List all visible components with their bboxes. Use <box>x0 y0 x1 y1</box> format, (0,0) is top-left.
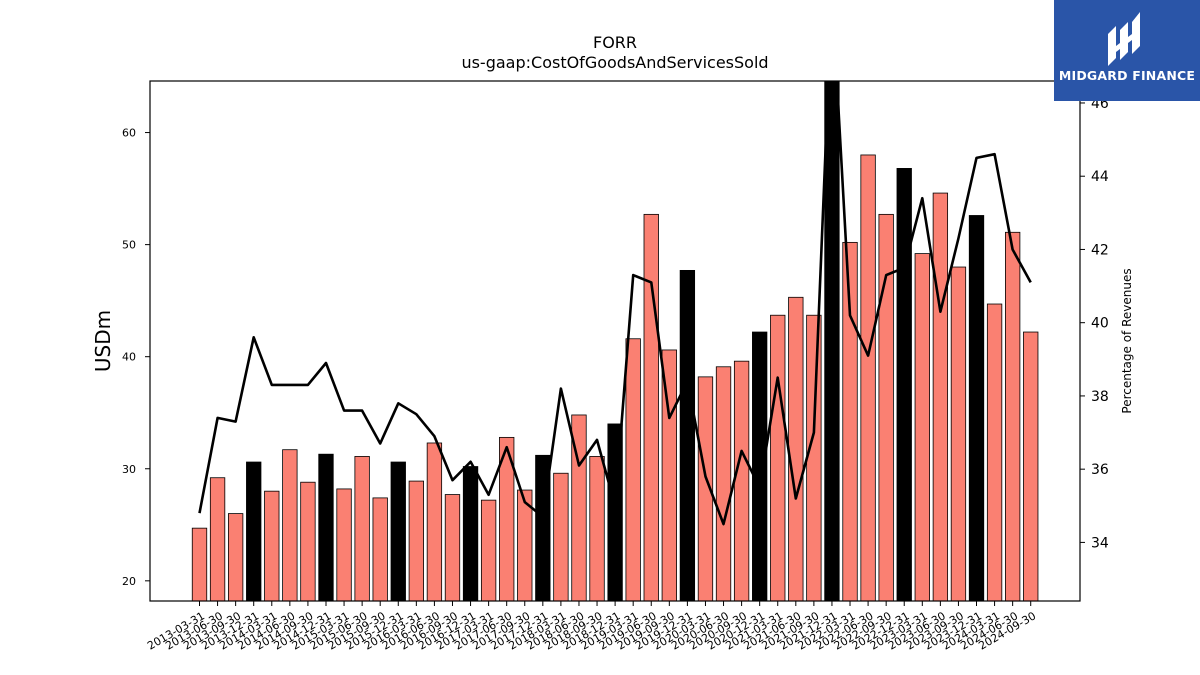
bar-2021-03-31 <box>770 314 786 601</box>
y-tick-label: 30 <box>122 463 136 476</box>
bar-2022-06-30 <box>860 154 876 601</box>
bar-2014-03-31 <box>264 490 280 601</box>
y-axis-label: USDm <box>91 310 115 372</box>
bar-2014-06-30 <box>282 449 298 601</box>
bar-2018-03-31 <box>553 472 569 601</box>
bar-2013-03-31 <box>191 527 208 601</box>
y2-tick-label: 36 <box>1091 462 1109 478</box>
bar-2013-06-30 <box>209 477 226 601</box>
percentage-line <box>198 81 1032 526</box>
chart-subtitle: us-gaap:CostOfGoodsAndServicesSold <box>461 53 768 72</box>
bar-2014-12-31 <box>318 453 334 601</box>
bar-2022-12-31 <box>896 168 912 601</box>
y2-tick-label: 44 <box>1091 169 1109 185</box>
bar-2016-06-30 <box>426 442 443 601</box>
bar-2024-03-31 <box>986 303 1003 601</box>
chart-title: FORR <box>593 33 637 52</box>
logo-text: MIDGARD FINANCE <box>1058 68 1196 83</box>
bar-2022-03-31 <box>842 241 858 601</box>
y-tick-label: 20 <box>122 575 136 588</box>
y-ticks: 20 30 40 50 60 <box>122 127 150 588</box>
bar-2017-09-30 <box>517 489 533 601</box>
y2-tick-label: 42 <box>1091 242 1109 258</box>
bar-2021-12-31 <box>824 81 840 601</box>
bar-2016-03-31 <box>408 480 424 601</box>
bar-2020-12-31 <box>752 331 768 601</box>
y2-tick-label: 38 <box>1091 389 1109 405</box>
bar-2019-06-30 <box>643 213 659 601</box>
bar-2019-12-31 <box>679 269 696 601</box>
bar-2015-09-30 <box>372 497 388 601</box>
bar-2024-09-30 <box>1023 331 1039 601</box>
bar-2023-09-30 <box>950 266 967 601</box>
y2-tick-label: 34 <box>1091 535 1109 551</box>
bar-2017-03-31 <box>480 499 497 601</box>
bar-2021-06-30 <box>788 296 804 601</box>
bar-2016-09-30 <box>444 494 461 601</box>
bar-2018-09-30 <box>589 456 605 601</box>
bar-2013-12-31 <box>246 461 262 601</box>
bar-2019-03-31 <box>625 338 641 601</box>
y2-tick-label: 40 <box>1091 316 1109 332</box>
y-tick-label: 60 <box>122 127 136 140</box>
bar-2014-09-30 <box>300 481 316 601</box>
bar-2020-09-30 <box>733 360 750 601</box>
bar-2024-06-30 <box>1005 231 1021 601</box>
bar-2015-12-31 <box>390 461 406 601</box>
bar-2015-06-30 <box>354 456 370 601</box>
bar-2013-09-30 <box>227 513 244 601</box>
midgard-logo-icon <box>1108 12 1140 66</box>
logo: MIDGARD FINANCE <box>1054 0 1200 101</box>
x-ticks: 2013-03-312013-06-302013-09-302013-12-31… <box>145 601 1038 653</box>
y-tick-label: 40 <box>122 351 136 364</box>
bar-2022-09-30 <box>878 213 894 601</box>
y2-axis-label: Percentage of Revenues <box>1120 268 1134 413</box>
bar-2016-12-31 <box>462 466 479 601</box>
bar-series <box>191 81 1039 601</box>
bar-2015-03-31 <box>336 488 352 601</box>
bar-2023-12-31 <box>968 215 985 601</box>
bar-2021-09-30 <box>806 314 822 601</box>
bar-2023-06-30 <box>932 192 949 601</box>
bar-2020-06-30 <box>715 366 732 601</box>
line-series <box>198 81 1032 526</box>
y-tick-label: 50 <box>122 239 136 252</box>
bar-2023-03-31 <box>914 253 930 601</box>
bar-2017-06-30 <box>499 436 515 601</box>
